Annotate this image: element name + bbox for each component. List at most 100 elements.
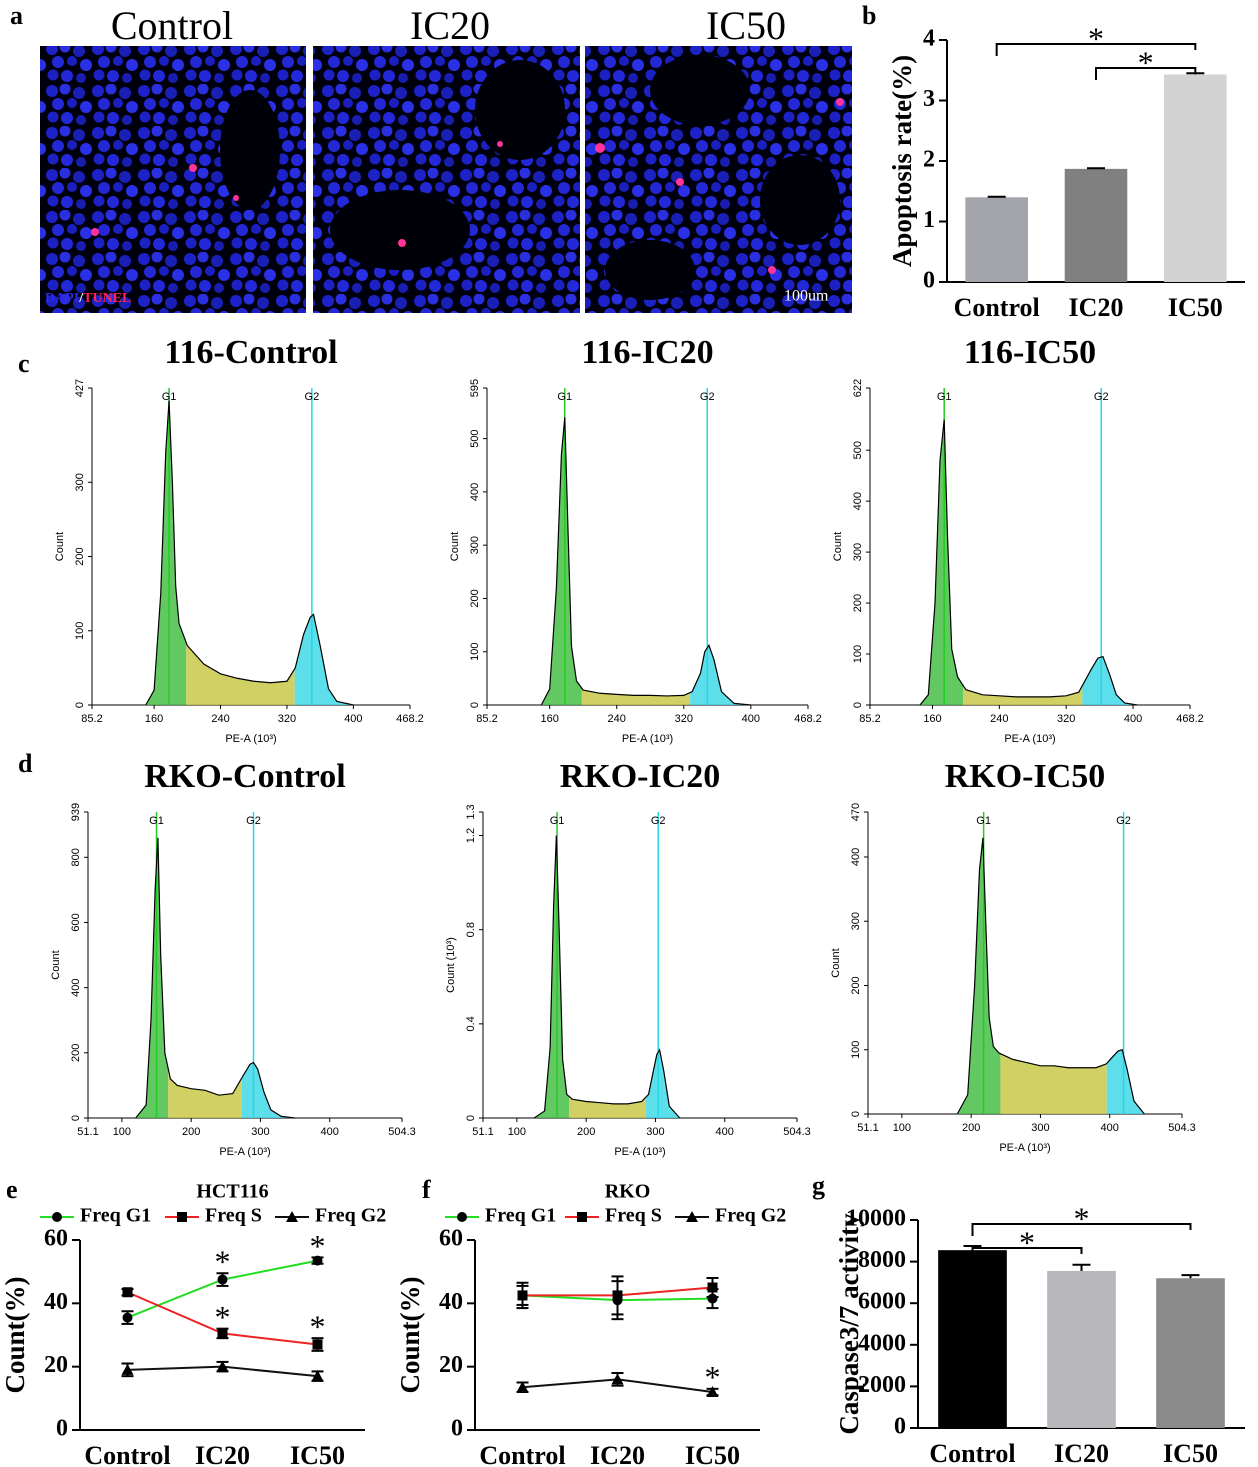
panel-label: f [422, 1175, 431, 1204]
significance-label: * [1019, 1224, 1035, 1260]
legend-label: Freq G1 [485, 1205, 556, 1227]
y-tick-label: 500 [852, 441, 864, 459]
image-title: Control [111, 3, 233, 48]
point [611, 1373, 624, 1385]
point [312, 1255, 323, 1266]
area-fill [541, 417, 582, 705]
x-tick-label: IC20 [1054, 1439, 1109, 1467]
x-tick-label: 468.2 [794, 713, 822, 725]
area-fill [135, 837, 169, 1118]
x-tick-label: 504.3 [783, 1126, 811, 1138]
x-tick-label: 400 [1101, 1122, 1119, 1134]
y-tick-label: 1.3 [465, 804, 477, 819]
gate-label: G1 [937, 391, 952, 403]
legend-label: Freq G2 [315, 1205, 386, 1227]
y-tick-label: 800 [70, 848, 82, 866]
y-tick-label: 100 [852, 645, 864, 663]
x-tick-label: 300 [1031, 1122, 1049, 1134]
panel-label: a [10, 1, 23, 30]
legend-marker [457, 1212, 467, 1222]
y-tick-label: 0 [469, 702, 481, 708]
gate-label: G2 [651, 815, 666, 827]
x-tick-label: 400 [1124, 713, 1142, 725]
y-tick-label: 300 [469, 536, 481, 554]
x-tick-label: 504.3 [1168, 1122, 1196, 1134]
significance-label: * [215, 1244, 231, 1280]
histogram-line [135, 837, 296, 1119]
x-axis-label: PE-A (10³) [1004, 733, 1055, 745]
chart-title: RKO-Control [144, 758, 345, 795]
bar [938, 1250, 1007, 1428]
significance-bracket [1095, 67, 1197, 80]
y-tick-label: 300 [850, 912, 862, 930]
panel-label: g [812, 1171, 825, 1200]
point [217, 1328, 228, 1339]
y-tick-label: 100 [469, 643, 481, 661]
x-tick-label: IC20 [590, 1441, 645, 1467]
chart-title: RKO-IC20 [560, 758, 721, 795]
y-tick-label: 60 [44, 1226, 68, 1252]
area-fill [294, 614, 354, 705]
significance-label: * [1074, 1200, 1090, 1236]
x-tick-label: IC50 [290, 1441, 345, 1467]
y-tick-label: 20 [44, 1352, 68, 1378]
point [121, 1363, 134, 1375]
x-tick-label: IC20 [195, 1441, 250, 1467]
gate-label: G2 [305, 391, 320, 403]
point [216, 1360, 229, 1372]
bar [965, 197, 1028, 282]
x-tick-label: 320 [675, 713, 693, 725]
histogram-line [956, 837, 1145, 1115]
y-tick-label: 4000 [858, 1330, 906, 1356]
y-tick-label: 0 [852, 702, 864, 708]
y-axis-label: Apoptosis rate(%) [887, 55, 917, 267]
point [707, 1282, 718, 1293]
y-tick-label: 622 [852, 379, 864, 397]
y-tick-label: 1 [923, 207, 935, 233]
x-tick-label: 51.1 [472, 1126, 493, 1138]
area-fill [957, 837, 1001, 1114]
legend-marker [177, 1212, 187, 1222]
x-axis-label: PE-A (10³) [622, 733, 673, 745]
y-tick-label: 0.8 [465, 922, 477, 937]
x-tick-label: 160 [923, 713, 941, 725]
y-axis-label: Count [50, 950, 62, 979]
area-fill [1106, 1049, 1145, 1114]
x-tick-label: 160 [145, 713, 163, 725]
legend-label: Freq G1 [80, 1205, 151, 1227]
significance-bracket [995, 43, 1197, 56]
area-fill [241, 1062, 296, 1118]
point [217, 1274, 228, 1285]
y-tick-label: 500 [469, 429, 481, 447]
bar [1064, 168, 1128, 282]
legend-label: Freq G2 [715, 1205, 786, 1227]
y-tick-label: 100 [850, 1041, 862, 1059]
tunel-spot [91, 98, 844, 274]
y-tick-label: 0 [70, 1115, 82, 1121]
y-tick-label: 200 [852, 594, 864, 612]
x-tick-label: 85.2 [859, 713, 880, 725]
x-tick-label: 100 [113, 1126, 131, 1138]
y-axis-label: Count(%) [0, 1276, 30, 1393]
area-fill [581, 688, 691, 705]
point [122, 1287, 133, 1298]
x-axis-label: PE-A (10³) [999, 1142, 1050, 1154]
legend-marker [52, 1212, 62, 1222]
chart-title: 116-IC20 [581, 334, 713, 371]
area-fill [690, 645, 751, 705]
chart-title: RKO [605, 1181, 651, 1203]
point [122, 1312, 133, 1323]
area-fill [186, 642, 295, 705]
x-tick-label: 320 [278, 713, 296, 725]
y-tick-label: 0.4 [465, 1016, 477, 1031]
y-tick-label: 200 [850, 976, 862, 994]
x-tick-label: 300 [251, 1126, 269, 1138]
stain-dapi: DAPI [45, 291, 79, 306]
y-tick-label: 300 [74, 473, 86, 491]
y-tick-label: 939 [70, 803, 82, 821]
y-tick-label: 2000 [858, 1372, 906, 1398]
x-tick-label: 51.1 [857, 1122, 878, 1134]
y-tick-label: 40 [44, 1289, 68, 1315]
x-tick-label: Control [84, 1441, 170, 1467]
y-tick-label: 0 [850, 1111, 862, 1117]
